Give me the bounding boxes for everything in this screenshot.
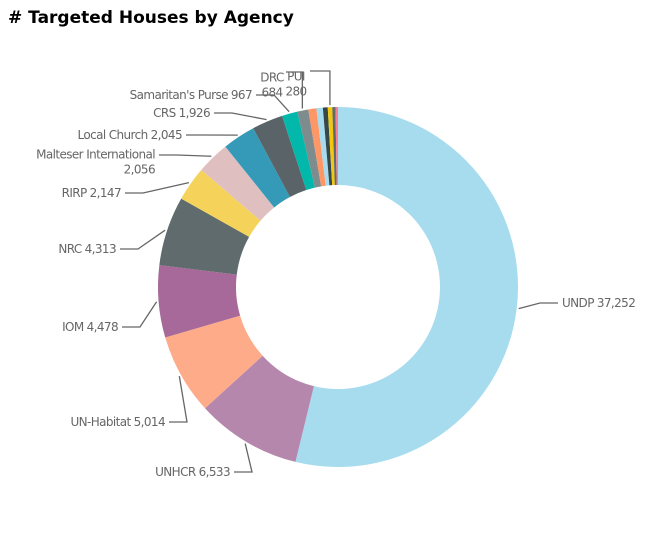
donut-slice: [316, 107, 330, 186]
slice-label-name: IOM: [62, 320, 84, 334]
slice-label-value: 967: [231, 88, 252, 102]
slice-label-name: RIRP: [62, 186, 87, 200]
slice-label-value: 2,045: [151, 128, 182, 142]
slice-label-name: UNDP: [562, 296, 594, 310]
donut-slice: [159, 198, 250, 275]
leader-line: [234, 443, 253, 473]
leader-line: [518, 302, 558, 310]
donut-slice: [295, 107, 518, 467]
donut-slice: [181, 169, 261, 237]
slice-label-value: 684: [261, 86, 282, 100]
donut-slice: [308, 108, 326, 187]
slice-label-value: 2,056: [124, 163, 155, 177]
slice-label: UN-Habitat 5,014: [70, 415, 165, 429]
donut-slice: [205, 355, 314, 462]
donut-slice: [201, 146, 275, 221]
leader-line: [125, 182, 190, 194]
slice-label: RIRP 2,147: [62, 186, 121, 200]
slice-label-value: 1,926: [179, 106, 210, 120]
chart-title: # Targeted Houses by Agency: [8, 8, 294, 28]
leader-line: [256, 94, 290, 113]
donut-slice: [225, 128, 290, 208]
slice-label: NRC 4,313: [58, 242, 116, 256]
slice-label-value: 6,533: [199, 465, 230, 479]
donut-slice: [297, 109, 322, 188]
donut-slice: [332, 107, 337, 186]
slice-label-name: Samaritan's Purse: [130, 88, 229, 102]
slice-label-name: Local Church: [77, 128, 147, 142]
slice-label: UNDP 37,252: [562, 296, 635, 310]
donut-slice: [165, 315, 263, 409]
leader-line: [122, 301, 158, 328]
donut-slice: [253, 115, 307, 198]
leader-line: [169, 376, 188, 423]
slice-label-value: 2,147: [90, 186, 121, 200]
slice-label-value: 4,313: [85, 242, 116, 256]
slice-label: Samaritan's Purse 967: [130, 88, 252, 102]
slice-label-name: UN-Habitat: [70, 415, 131, 429]
slice-label-value: 37,252: [597, 296, 635, 310]
slice-label: Local Church 2,045: [77, 128, 182, 142]
donut-slice: [327, 107, 335, 186]
slice-label-name: Malteser International: [36, 148, 155, 162]
donut-slice: [158, 265, 241, 338]
leader-line: [214, 112, 267, 121]
slice-label-value: 4,478: [87, 320, 118, 334]
slice-label-name: DRC: [260, 71, 284, 85]
donut-slice: [335, 107, 338, 186]
slice-label-value: 5,014: [134, 415, 165, 429]
leader-line: [286, 71, 304, 109]
donut-slice: [282, 111, 315, 191]
slice-label-name: CRS: [153, 106, 176, 120]
slice-label: UNHCR 6,533: [155, 465, 230, 479]
slice-label-name: PUI: [287, 70, 305, 84]
slice-label-value: 280: [285, 85, 306, 99]
slice-label: CRS 1,926: [153, 106, 210, 120]
leader-line: [310, 70, 331, 106]
leader-line: [120, 229, 166, 250]
leader-line: [159, 154, 212, 157]
slice-label-name: NRC: [58, 242, 82, 256]
donut-slice: [322, 107, 333, 186]
slice-label: IOM 4,478: [62, 320, 118, 334]
slice-label-name: UNHCR: [155, 465, 196, 479]
